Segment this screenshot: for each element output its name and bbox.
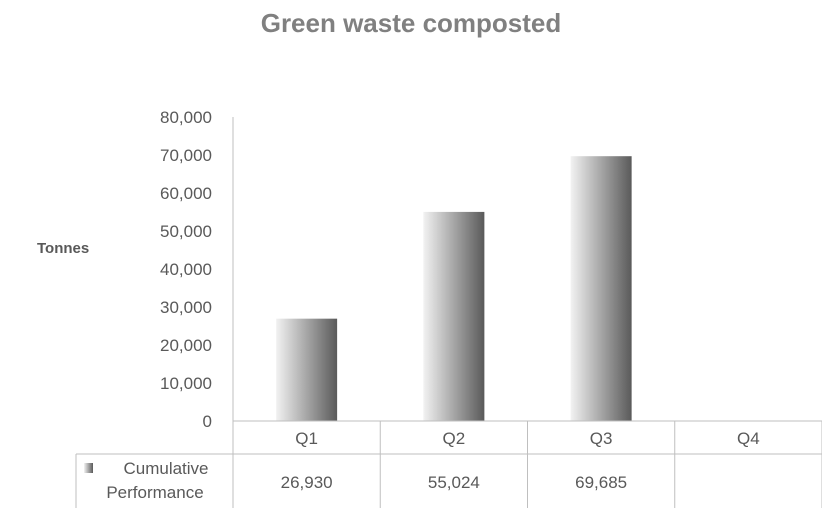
- bar: [423, 211, 485, 421]
- y-tick-label: 20,000: [160, 336, 212, 355]
- y-tick-label: 30,000: [160, 298, 212, 317]
- data-table-value: 26,930: [281, 473, 333, 492]
- data-table: Q1 Q2 Q3 Q4 Cumulative Performance 26,930 55,02…: [75, 420, 822, 508]
- y-tick-label: 10,000: [160, 374, 212, 393]
- bar: [570, 156, 632, 421]
- bars: [276, 156, 632, 421]
- x-tick-label: Q2: [443, 429, 466, 448]
- y-tick-label: 40,000: [160, 260, 212, 279]
- y-tick-label: 80,000: [160, 108, 212, 127]
- y-tick-label: 60,000: [160, 184, 212, 203]
- legend-key: [84, 463, 93, 473]
- data-table-value: 69,685: [575, 473, 627, 492]
- y-tick-label: 50,000: [160, 222, 212, 241]
- data-table-value: 55,024: [428, 473, 480, 492]
- y-tick-label: 70,000: [160, 146, 212, 165]
- bar: [276, 318, 338, 421]
- chart-title: Green waste composted: [260, 8, 562, 38]
- axes: 0 10,000 20,000 30,000 40,000 50,000 60,000 70,…: [160, 108, 234, 431]
- y-axis-label: Tonnes: [37, 240, 90, 257]
- y-tick-label: 0: [203, 412, 212, 431]
- x-tick-label: Q1: [295, 429, 318, 448]
- legend-series-name: Cumulative: [123, 459, 208, 478]
- x-tick-label: Q3: [590, 429, 613, 448]
- x-tick-label: Q4: [737, 429, 760, 448]
- legend-series-name-line2: Performance: [106, 483, 203, 502]
